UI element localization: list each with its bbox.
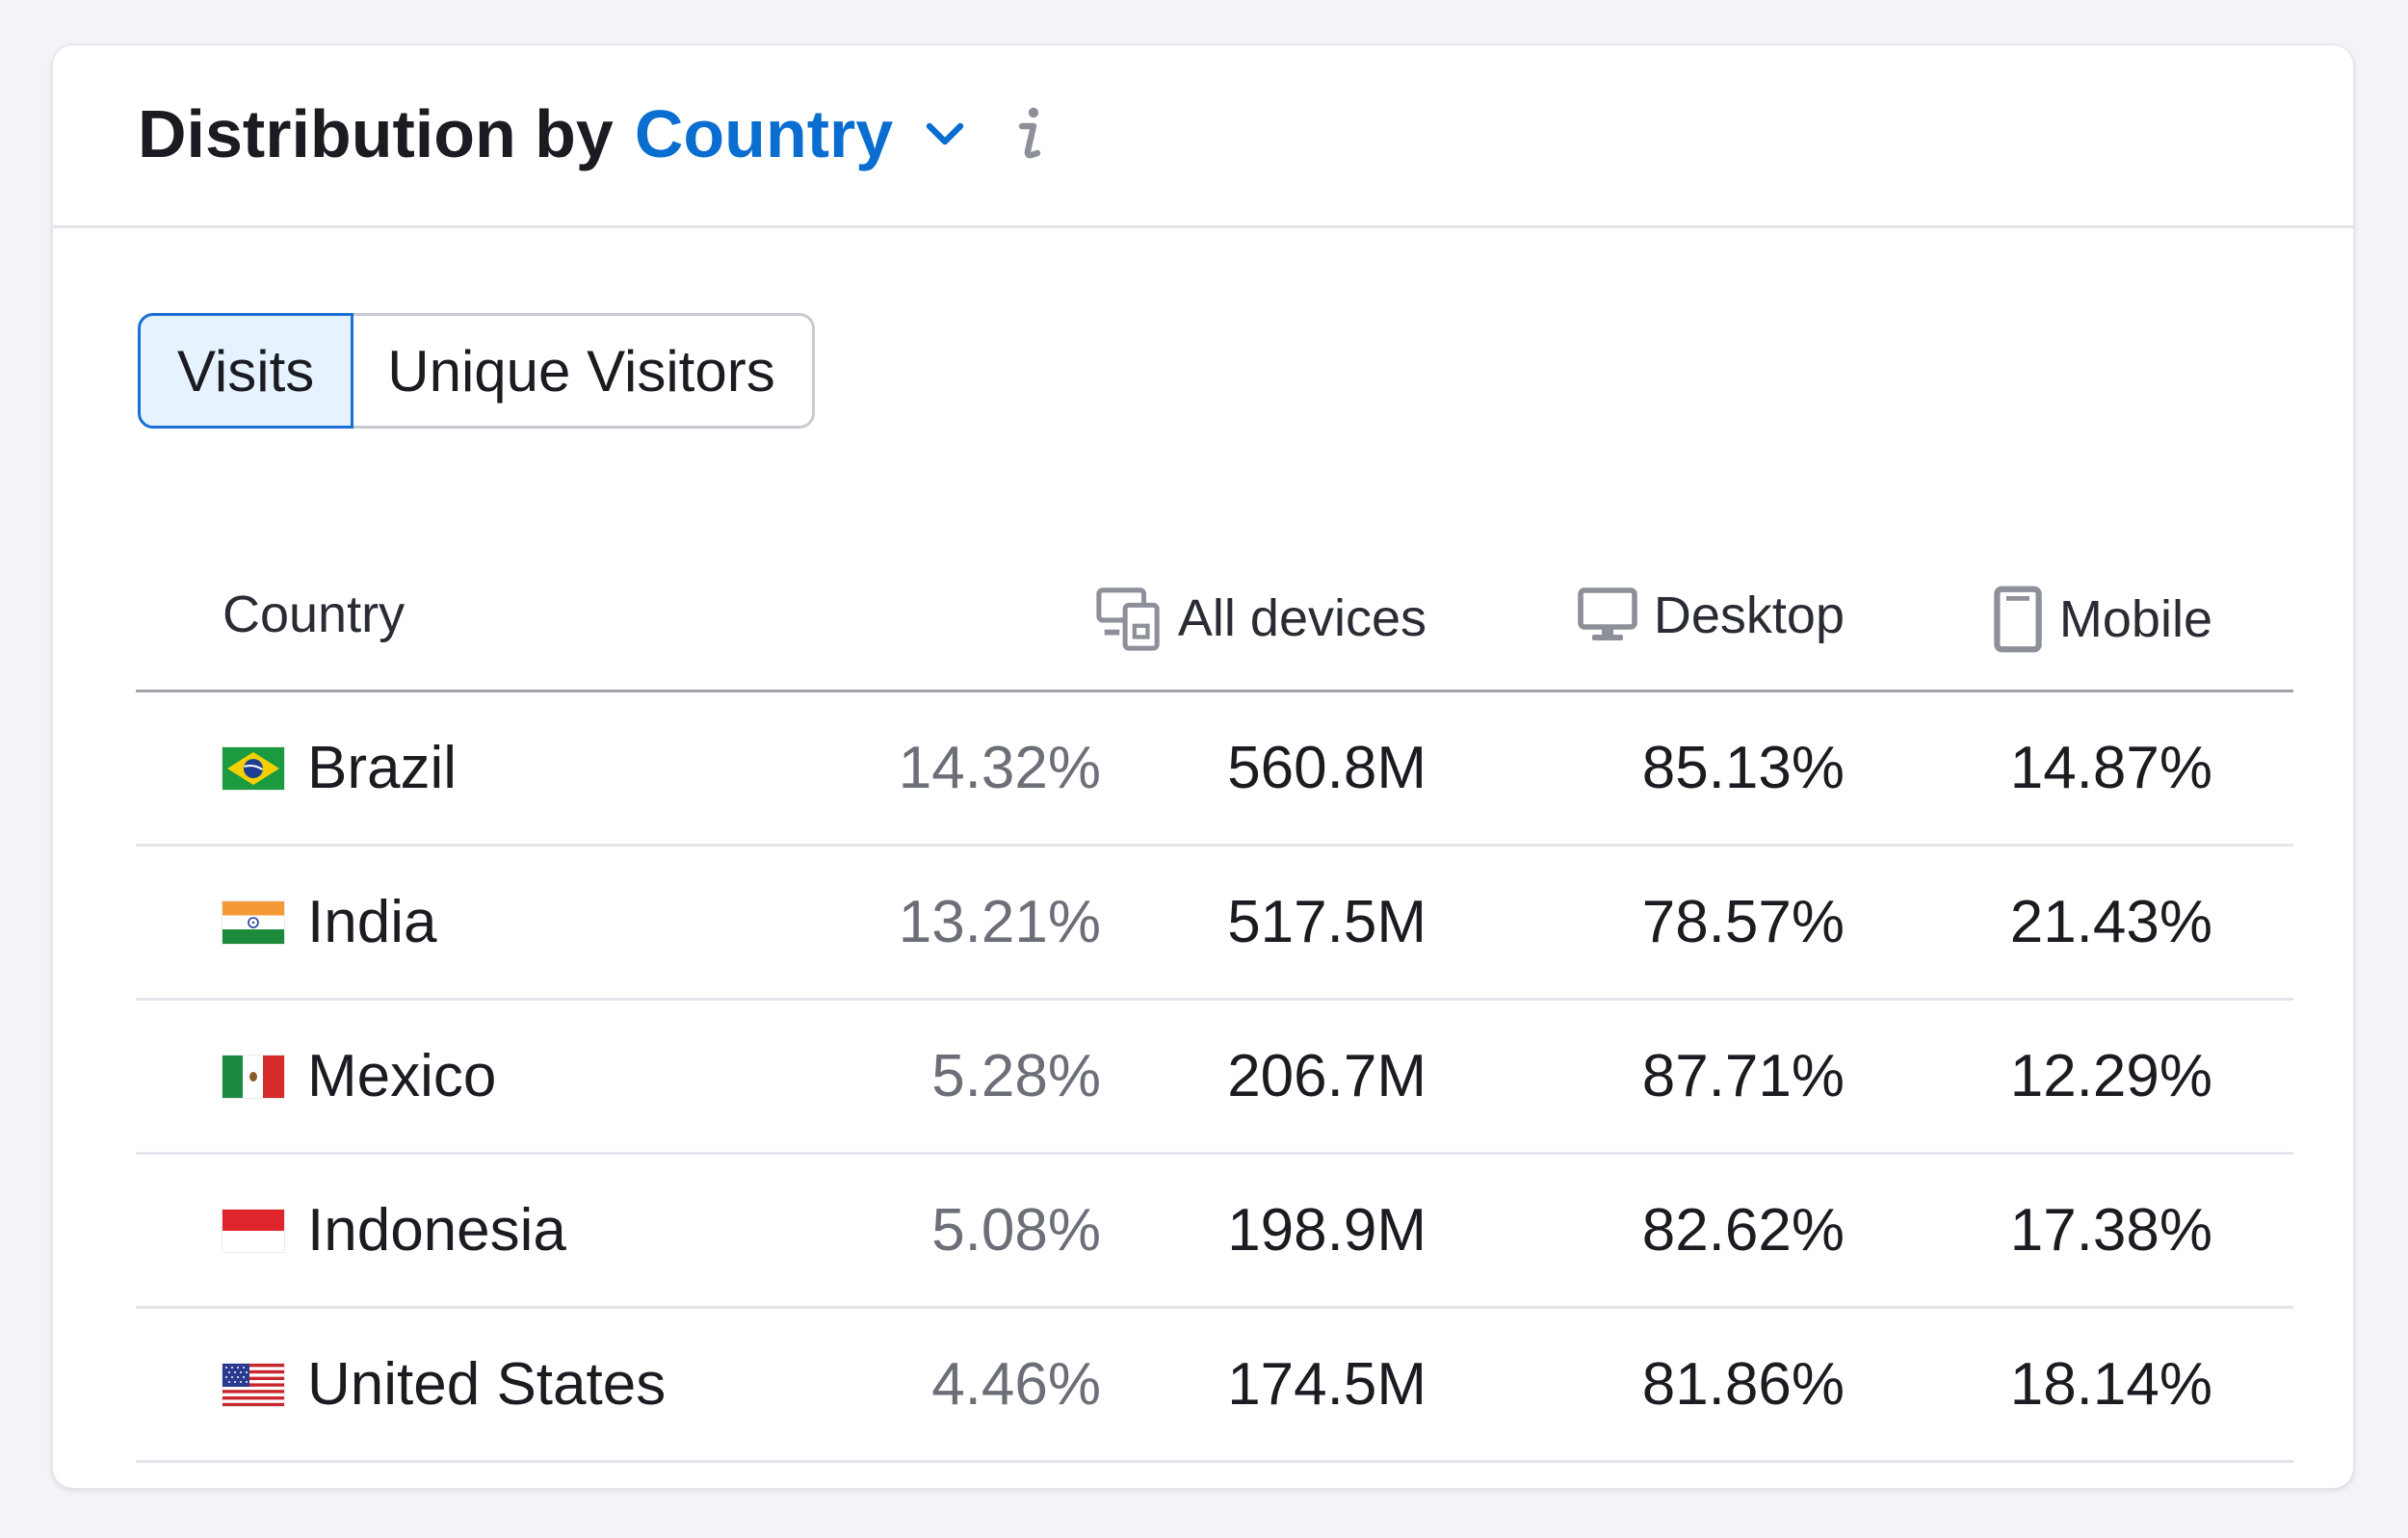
traffic-share: 5.28% <box>931 1043 1101 1109</box>
table-header: Country All devices Desktop <box>136 546 2293 692</box>
desktop-value: 85.13% <box>1641 735 1845 801</box>
traffic-share: 13.21% <box>898 889 1101 955</box>
mobile-value: 17.38% <box>2009 1197 2212 1264</box>
all-devices-value: 174.5M <box>1227 1351 1426 1418</box>
title-prefix: Distribution by <box>138 96 614 171</box>
metric-toggle: Visits Unique Visitors <box>138 313 815 429</box>
column-header-all-devices-label: All devices <box>1177 589 1426 647</box>
country-cell: United States <box>222 1309 666 1460</box>
info-icon[interactable] <box>1010 105 1049 163</box>
country-cell: Mexico <box>222 1001 496 1152</box>
mobile-value: 14.87% <box>2009 735 2212 801</box>
column-header-mobile: Mobile <box>1992 585 2212 654</box>
country-name: United States <box>307 1351 667 1418</box>
all-devices-value: 517.5M <box>1227 889 1426 955</box>
desktop-icon <box>1578 587 1637 640</box>
dimension-selector[interactable]: Country <box>634 96 894 171</box>
distribution-card: Distribution by Country Visits Unique Vi… <box>52 44 2354 1489</box>
country-name: India <box>307 889 437 955</box>
mexico-flag-icon <box>222 1055 284 1098</box>
traffic-share: 4.46% <box>931 1351 1101 1418</box>
devices-icon <box>1096 587 1160 651</box>
column-header-mobile-label: Mobile <box>2058 590 2212 648</box>
country-cell: India <box>222 847 436 998</box>
country-name: Indonesia <box>307 1197 566 1264</box>
table-row[interactable]: Indonesia 5.08% 198.9M 82.62% 17.38% <box>136 1155 2293 1309</box>
traffic-share: 14.32% <box>898 735 1101 801</box>
india-flag-icon <box>222 900 284 944</box>
column-header-desktop: Desktop <box>1577 585 1845 646</box>
desktop-value: 82.62% <box>1641 1197 1845 1264</box>
indonesia-flag-icon <box>222 1209 284 1252</box>
column-header-country: Country <box>222 586 406 643</box>
card-header: Distribution by Country <box>53 45 2353 228</box>
table-row[interactable]: United States 4.46% 174.5M 81.86% 18.14% <box>136 1309 2293 1463</box>
traffic-share: 5.08% <box>931 1197 1101 1264</box>
desktop-value: 81.86% <box>1641 1351 1845 1418</box>
country-name: Mexico <box>307 1043 497 1109</box>
column-header-desktop-label: Desktop <box>1653 587 1845 644</box>
table-row[interactable]: India 13.21% 517.5M 78.57% 21.43% <box>136 847 2293 1001</box>
country-table: Country All devices Desktop <box>136 546 2293 1463</box>
desktop-value: 78.57% <box>1641 889 1845 955</box>
toggle-unique-visitors[interactable]: Unique Visitors <box>351 313 815 429</box>
table-row[interactable]: Mexico 5.28% 206.7M 87.71% 12.29% <box>136 1001 2293 1155</box>
column-header-all-devices: All devices <box>1095 585 1426 652</box>
brazil-flag-icon <box>222 746 284 790</box>
all-devices-value: 206.7M <box>1227 1043 1426 1109</box>
country-cell: Brazil <box>222 692 457 844</box>
united-states-flag-icon <box>222 1363 284 1406</box>
country-name: Brazil <box>307 735 458 801</box>
mobile-icon <box>1994 586 2042 653</box>
widget-title: Distribution by Country <box>138 95 1049 172</box>
mobile-value: 18.14% <box>2009 1351 2212 1418</box>
toggle-visits[interactable]: Visits <box>138 313 354 429</box>
chevron-down-icon[interactable] <box>922 111 968 157</box>
table-row[interactable]: Brazil 14.32% 560.8M 85.13% 14.87% <box>136 692 2293 847</box>
all-devices-value: 198.9M <box>1227 1197 1426 1264</box>
desktop-value: 87.71% <box>1641 1043 1845 1109</box>
country-cell: Indonesia <box>222 1155 566 1306</box>
all-devices-value: 560.8M <box>1227 735 1426 801</box>
mobile-value: 12.29% <box>2009 1043 2212 1109</box>
mobile-value: 21.43% <box>2009 889 2212 955</box>
